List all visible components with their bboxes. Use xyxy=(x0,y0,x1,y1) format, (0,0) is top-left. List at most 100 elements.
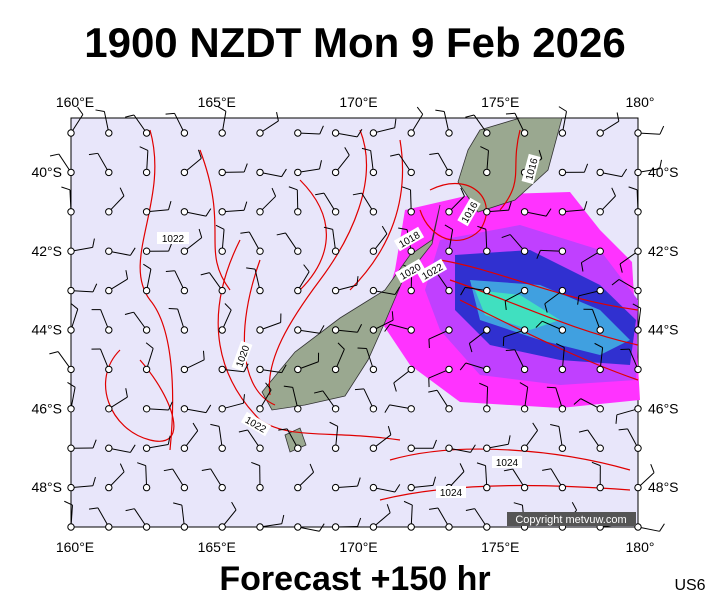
station xyxy=(180,208,189,216)
barb-feather xyxy=(217,106,227,112)
station xyxy=(331,365,340,374)
barb-feather xyxy=(271,187,277,197)
barb-feather xyxy=(125,508,135,512)
station xyxy=(558,444,567,452)
lon-label: 180° xyxy=(626,539,655,555)
barb-feather xyxy=(88,152,98,156)
barb-feather xyxy=(616,112,620,122)
station xyxy=(634,247,642,255)
station xyxy=(180,405,189,413)
station xyxy=(483,247,491,255)
barb-feather xyxy=(356,276,359,286)
barb-feather xyxy=(337,342,345,350)
station xyxy=(256,523,264,531)
lon-label: 175°E xyxy=(481,94,519,110)
station xyxy=(67,168,75,177)
lat-label: 40°S xyxy=(31,164,62,180)
barb-feather xyxy=(200,272,210,276)
barb-feather xyxy=(544,303,548,313)
station xyxy=(596,208,604,216)
station xyxy=(445,247,453,255)
land xyxy=(261,117,563,453)
barb-feather xyxy=(92,476,96,486)
barb-feather xyxy=(202,350,205,360)
station xyxy=(180,483,189,492)
station xyxy=(483,365,491,374)
barb-feather xyxy=(77,106,84,115)
barb-feather xyxy=(129,444,136,453)
station xyxy=(331,523,340,531)
station xyxy=(294,247,302,255)
station xyxy=(67,286,75,295)
barb-feather xyxy=(571,502,578,511)
station xyxy=(445,129,453,137)
station xyxy=(218,365,226,374)
station xyxy=(142,483,151,492)
barb-feather xyxy=(628,186,638,191)
station xyxy=(520,365,529,374)
station xyxy=(294,405,302,413)
station xyxy=(67,326,75,334)
barb-feather xyxy=(479,382,488,388)
barb-feather xyxy=(168,200,172,210)
station xyxy=(218,168,226,177)
barb-feather xyxy=(319,325,325,334)
station xyxy=(180,247,189,255)
barb-feather xyxy=(591,461,601,467)
station xyxy=(142,326,151,334)
station xyxy=(483,523,491,531)
station xyxy=(483,326,491,334)
station xyxy=(634,444,642,452)
barb-feather xyxy=(659,125,665,135)
station xyxy=(67,405,75,413)
station xyxy=(558,286,567,295)
station xyxy=(520,129,529,137)
barb-feather xyxy=(88,507,99,510)
station xyxy=(67,129,75,137)
barb-feather xyxy=(416,106,424,115)
station xyxy=(520,405,529,413)
barb-feather xyxy=(281,514,285,524)
barb-feather xyxy=(659,523,665,532)
barb-feather xyxy=(444,224,453,230)
station xyxy=(256,326,264,334)
barb-feather xyxy=(542,468,552,471)
barb-feather xyxy=(49,153,59,157)
station xyxy=(369,523,378,531)
station xyxy=(331,208,340,216)
station xyxy=(331,444,340,452)
station xyxy=(256,247,264,255)
barb-feather xyxy=(611,279,620,286)
station xyxy=(180,444,189,452)
barb-feather xyxy=(315,192,325,196)
barb-feather xyxy=(283,385,293,388)
station xyxy=(142,444,151,452)
station xyxy=(520,326,529,334)
barb-feather xyxy=(432,476,436,486)
station xyxy=(369,444,378,452)
lon-label: 170°E xyxy=(339,94,377,110)
station xyxy=(483,168,491,177)
barb-feather xyxy=(387,426,392,435)
station xyxy=(407,365,415,374)
station xyxy=(105,326,113,334)
station xyxy=(67,483,75,492)
station xyxy=(331,286,340,295)
station xyxy=(520,208,529,216)
station xyxy=(294,523,302,531)
station xyxy=(407,247,415,255)
barb-feather xyxy=(465,508,475,512)
barb-feather xyxy=(361,147,371,152)
barb-feather xyxy=(503,468,513,472)
barb-feather xyxy=(243,201,248,211)
station xyxy=(180,286,189,295)
station xyxy=(558,247,567,255)
station xyxy=(445,168,453,177)
station xyxy=(294,444,302,452)
station xyxy=(558,483,567,492)
station xyxy=(483,405,491,413)
station xyxy=(294,129,302,137)
station xyxy=(218,286,226,295)
station xyxy=(331,326,340,334)
